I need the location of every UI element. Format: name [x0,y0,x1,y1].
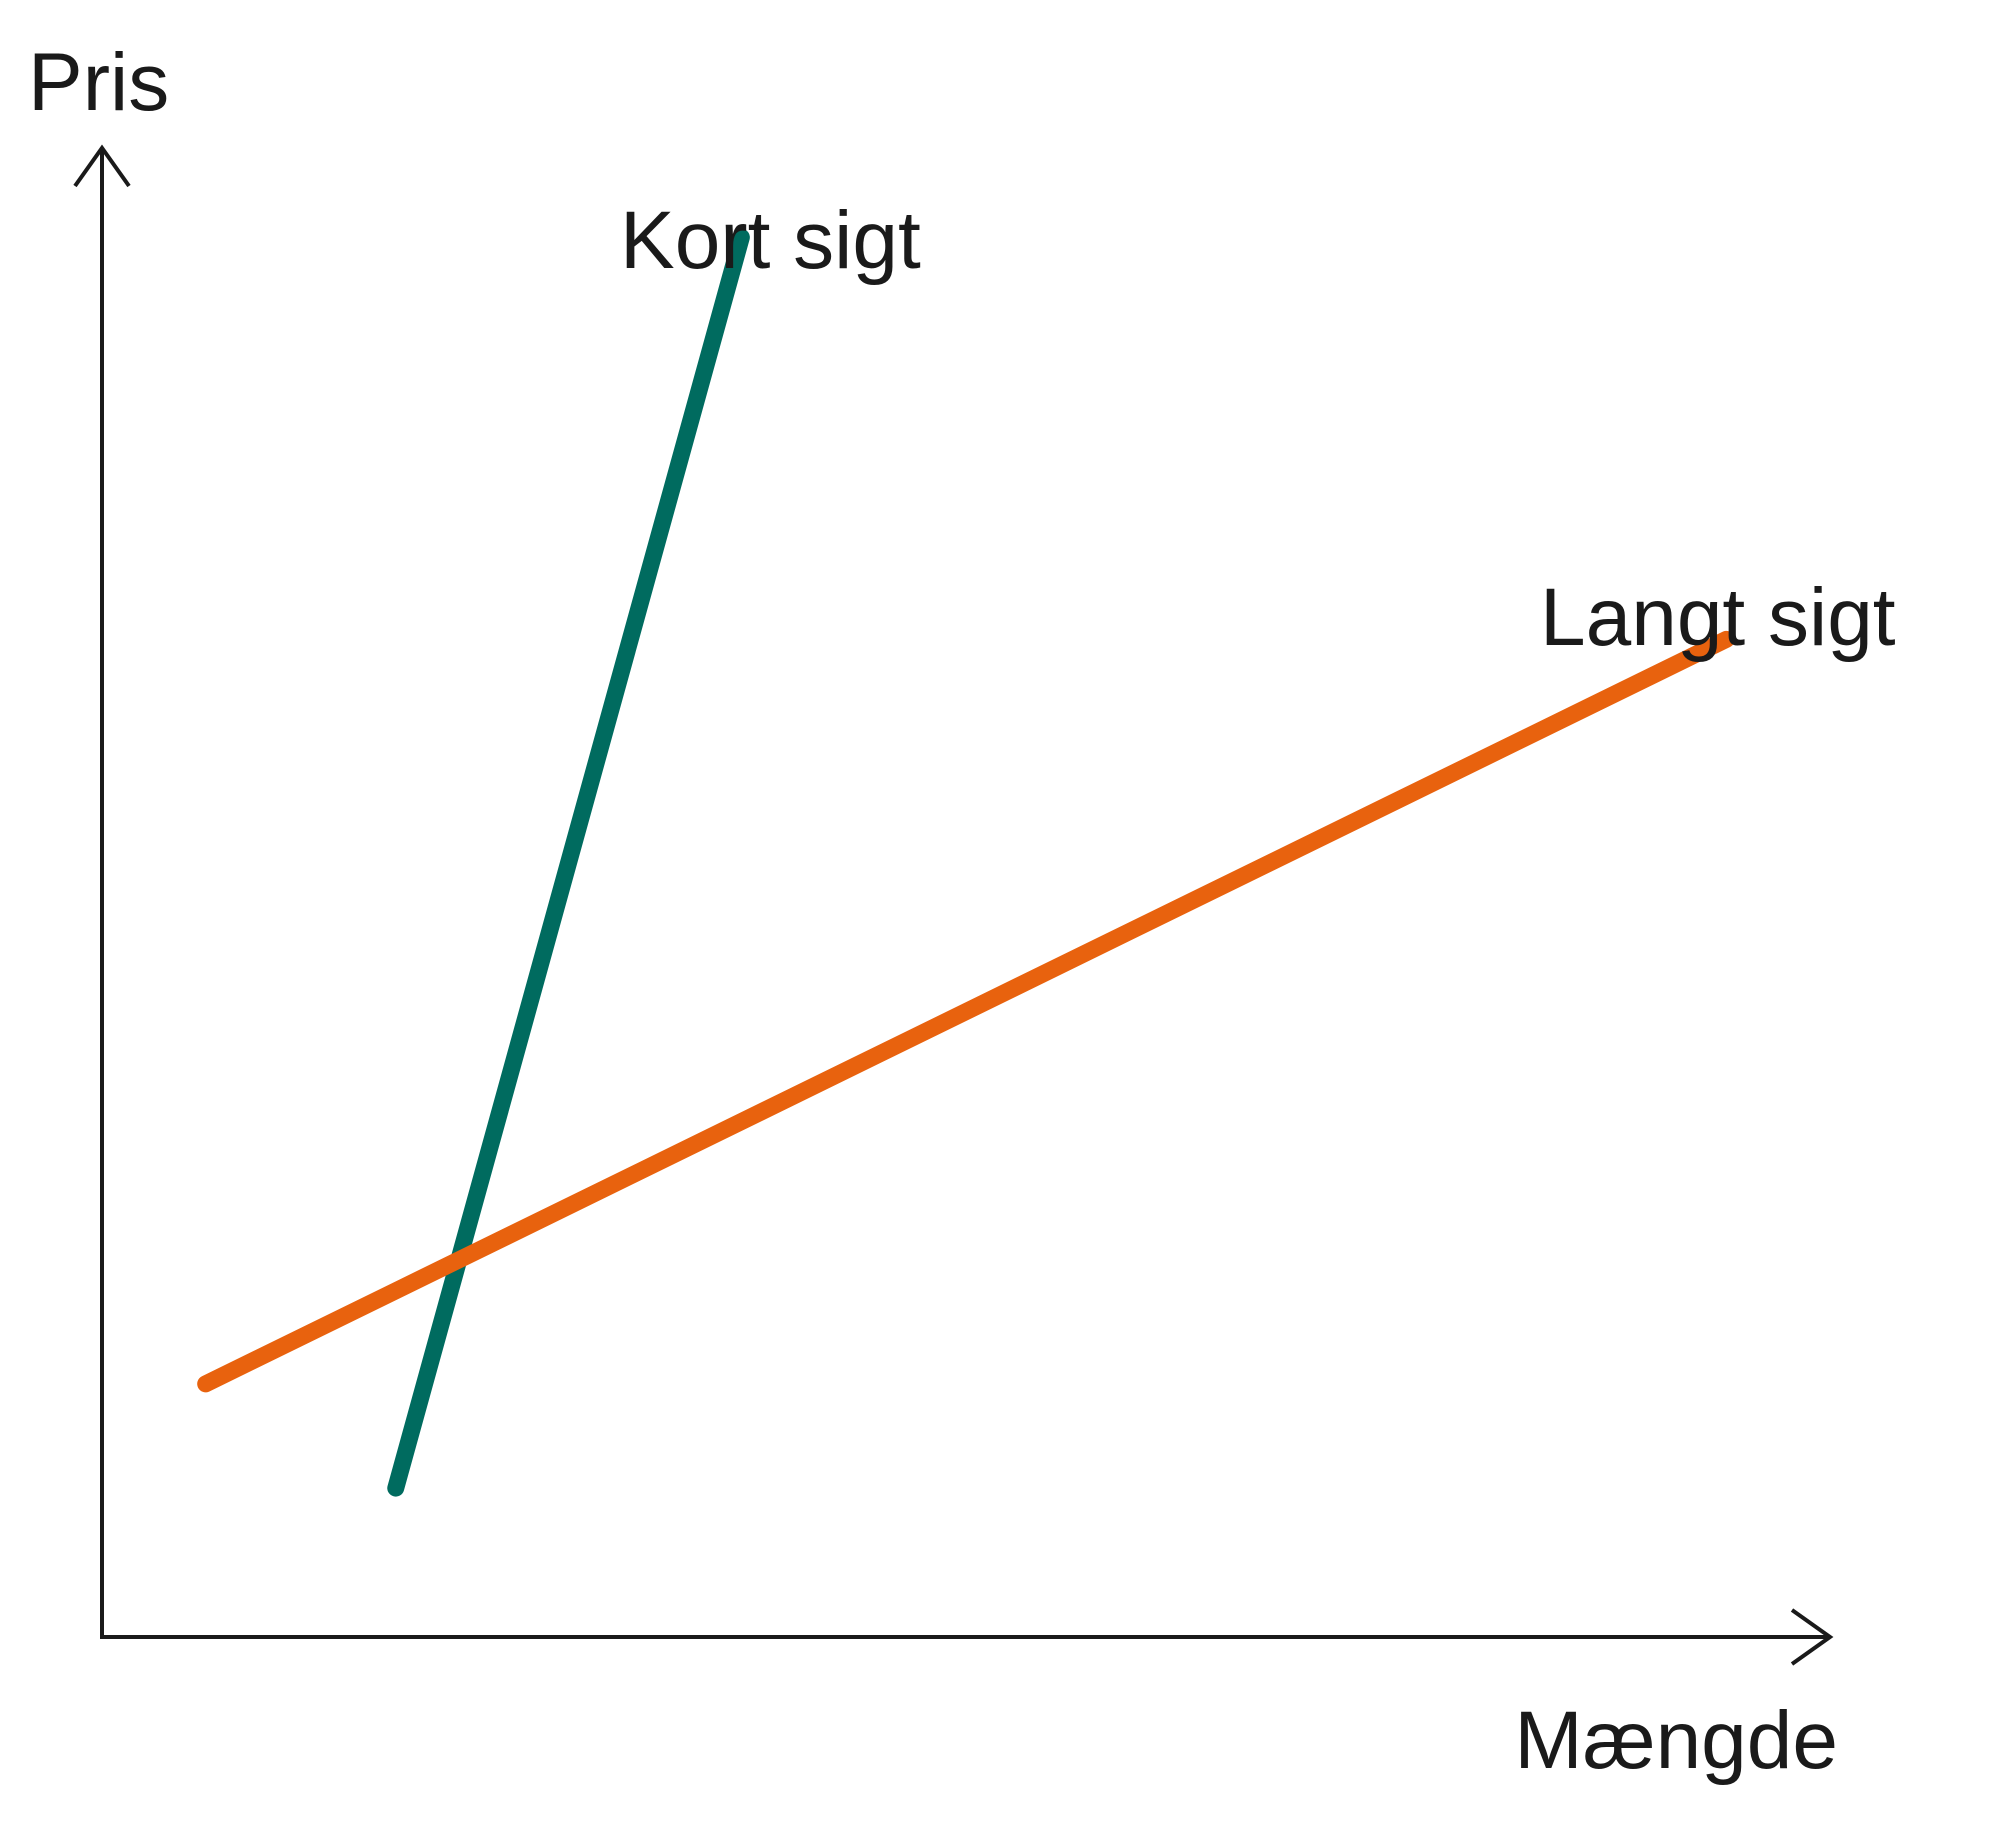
series-line-langt-sigt [197,630,1735,1393]
series-label-langt-sigt: Langt sigt [1540,572,1896,663]
x-axis-label: Mængde [1514,1695,1838,1786]
y-axis-label: Pris [28,37,169,128]
x-axis-arrowhead [1790,1608,1834,1666]
y-axis-arrowhead [73,144,131,188]
series-line-kort-sigt [387,228,750,1497]
series-label-kort-sigt: Kort sigt [620,195,921,286]
